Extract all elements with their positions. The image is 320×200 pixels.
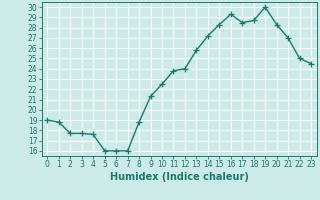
X-axis label: Humidex (Indice chaleur): Humidex (Indice chaleur)	[110, 172, 249, 182]
